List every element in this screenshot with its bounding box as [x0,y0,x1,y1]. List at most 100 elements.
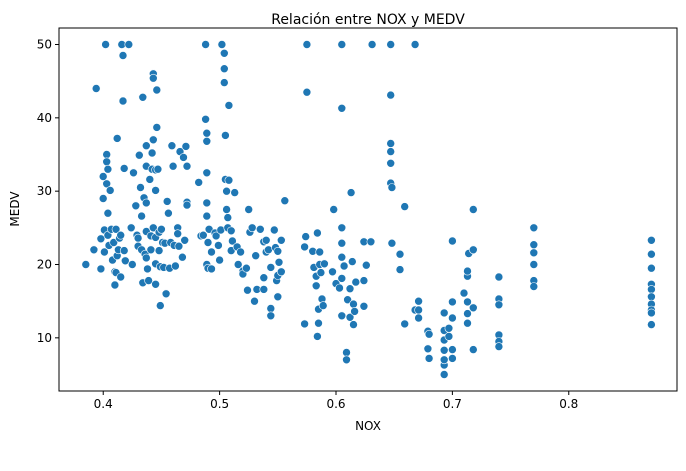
data-point-286 [647,292,656,302]
data-point-203 [337,274,347,283]
data-point-20 [109,238,118,247]
data-point-148 [243,285,252,295]
data-point-152 [250,296,259,306]
data-point-260 [463,297,472,307]
data-point-256 [448,236,457,246]
data-point-237 [414,305,423,315]
data-point-185 [313,332,322,341]
data-point-81 [157,225,166,234]
data-point-194 [328,267,337,277]
y-tick-label: 50 [37,38,52,52]
data-point-162 [266,263,276,272]
data-point-268 [468,303,478,313]
data-point-187 [314,318,323,328]
data-point-124 [215,255,224,265]
data-point-35 [119,246,129,255]
data-point-41 [131,201,141,211]
data-point-23 [111,225,121,234]
data-point-104 [182,200,192,210]
data-point-32 [118,51,128,60]
data-point-49 [138,93,148,102]
data-point-96 [174,241,184,251]
data-point-122 [211,231,221,241]
data-point-73 [151,279,160,289]
data-point-91 [168,161,178,171]
data-point-100 [180,236,189,245]
data-point-197 [335,283,344,293]
data-point-114 [202,211,212,221]
data-point-76 [153,164,163,174]
data-point-22 [110,280,120,290]
data-point-34 [119,164,129,173]
data-point-172 [276,236,286,245]
data-point-229 [387,183,397,192]
data-point-232 [395,265,405,274]
data-point-218 [359,276,369,285]
data-point-62 [146,245,156,255]
data-point-254 [448,313,457,323]
data-point-11 [102,157,111,167]
data-point-214 [349,299,358,309]
data-point-165 [269,225,279,235]
data-point-153 [251,251,260,260]
data-point-78 [154,246,164,255]
data-point-204 [337,311,347,321]
data-point-4 [96,234,106,244]
data-point-233 [400,319,410,329]
data-point-105 [194,178,203,187]
data-point-30 [116,230,125,240]
data-point-99 [179,153,188,162]
x-tick-label: 0.8 [559,397,578,411]
data-point-244 [439,370,449,379]
data-point-219 [359,301,369,311]
data-point-2 [91,84,101,93]
data-point-258 [459,288,469,298]
data-point-37 [124,40,134,49]
data-point-274 [494,342,504,351]
data-point-149 [244,205,253,214]
data-point-234 [400,202,410,211]
data-point-70 [151,186,160,195]
data-point-200 [337,223,347,233]
y-tick-label: 40 [37,111,52,125]
data-point-151 [247,223,257,233]
data-point-211 [346,188,356,197]
data-point-226 [386,147,396,156]
data-point-86 [162,197,172,206]
data-point-280 [529,282,539,291]
data-point-126 [217,40,227,49]
data-point-138 [226,226,236,236]
data-point-235 [410,40,420,49]
data-point-246 [439,355,449,365]
data-point-63 [147,148,157,158]
data-point-168 [273,247,283,256]
data-point-134 [223,213,233,222]
data-point-207 [342,355,351,365]
data-point-107 [199,230,208,240]
data-point-183 [311,281,321,291]
data-point-267 [468,345,478,354]
data-point-75 [152,123,162,132]
data-point-212 [347,257,357,266]
data-point-40 [129,168,138,178]
data-point-38 [126,223,136,233]
data-point-184 [313,228,322,238]
data-point-119 [207,247,216,257]
data-point-164 [266,311,276,321]
data-point-252 [444,332,454,341]
data-point-143 [233,260,243,269]
data-point-255 [448,297,457,307]
data-point-231 [395,249,405,259]
data-point-136 [224,101,234,110]
data-point-45 [135,150,144,160]
data-point-243 [424,329,434,339]
data-point-259 [463,309,472,318]
data-point-90 [167,141,177,150]
data-point-193 [320,259,329,269]
data-point-111 [202,137,212,146]
data-point-155 [255,225,265,234]
data-point-192 [318,301,328,310]
data-point-282 [647,249,656,259]
y-tick-label: 20 [37,258,52,272]
